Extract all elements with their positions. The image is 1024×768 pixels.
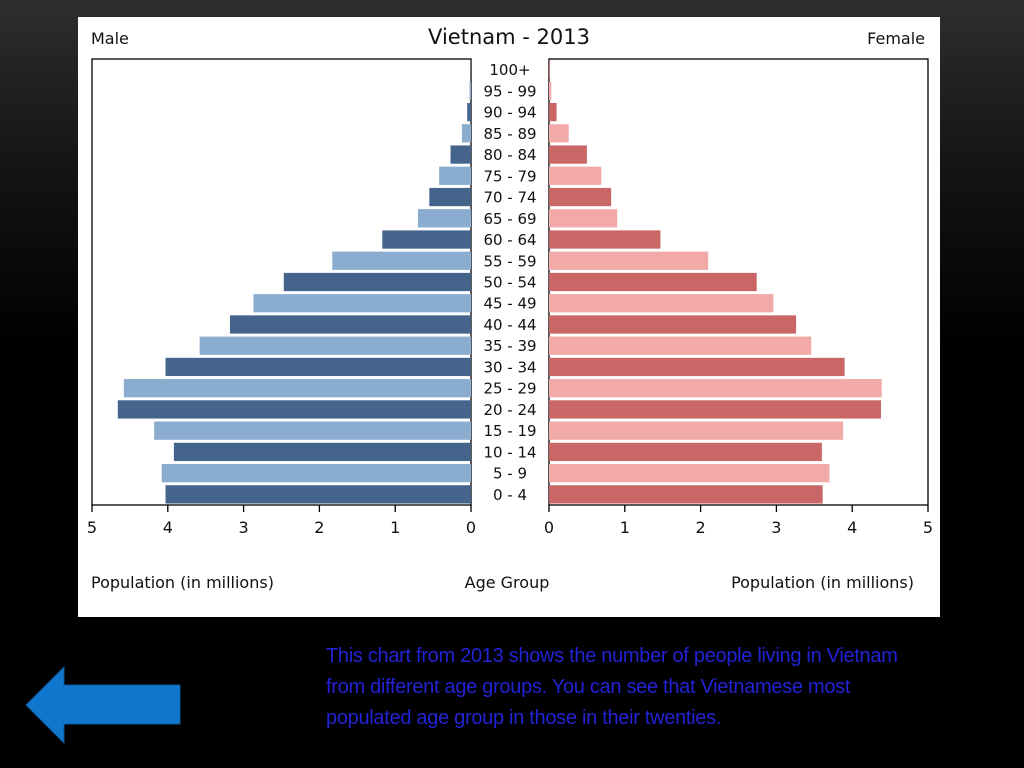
male-bar-6 — [429, 187, 471, 207]
age-labels-layer: 100+ 95 - 99 90 - 94 85 - 89 80 - 84 75 - 79 7… — [483, 61, 536, 504]
population-pyramid-chart: Male Vietnam - 2013 Female 100+ 95 - 99 90… — [87, 25, 933, 592]
age-group-label-15: 25 - 29 — [483, 380, 536, 398]
age-group-label-19: 5 - 9 — [493, 465, 527, 483]
male-bar-4 — [450, 145, 471, 164]
male-bar-5 — [439, 166, 471, 185]
male-tick-label-2: 2 — [314, 518, 324, 537]
age-group-label-0: 100+ — [489, 61, 530, 79]
female-label: Female — [867, 29, 925, 48]
age-group-label-14: 30 - 34 — [483, 358, 536, 376]
male-bar-18 — [173, 442, 471, 462]
age-group-label-20: 0 - 4 — [493, 486, 527, 504]
female-bar-17 — [549, 421, 844, 440]
male-bar-7 — [417, 209, 471, 228]
age-group-label-13: 35 - 39 — [483, 337, 536, 355]
male-tick-label-5: 5 — [87, 518, 97, 537]
male-label: Male — [91, 29, 129, 48]
age-group-label-17: 15 - 19 — [483, 422, 536, 440]
age-group-label-18: 10 - 14 — [483, 443, 536, 461]
x-axis-label-left: Population (in millions) — [91, 573, 274, 592]
male-bar-10 — [283, 272, 471, 292]
x-axis-label-center: Age Group — [465, 573, 550, 592]
chart-title: Vietnam - 2013 — [428, 25, 590, 49]
male-bar-17 — [154, 421, 471, 440]
age-group-label-4: 80 - 84 — [483, 146, 536, 164]
female-bar-1 — [549, 81, 552, 100]
age-group-label-6: 70 - 74 — [483, 189, 536, 207]
female-tick-label-0: 0 — [544, 518, 554, 537]
chart-panel: Male Vietnam - 2013 Female 100+ 95 - 99 90… — [78, 17, 940, 617]
female-bar-5 — [549, 166, 602, 185]
age-group-label-2: 90 - 94 — [483, 104, 536, 122]
male-bar-15 — [123, 379, 471, 398]
age-group-label-10: 50 - 54 — [483, 274, 536, 292]
female-tick-label-1: 1 — [620, 518, 630, 537]
female-bar-8 — [549, 230, 661, 249]
age-group-label-9: 55 - 59 — [483, 252, 536, 270]
male-bar-16 — [117, 400, 471, 419]
female-bar-7 — [549, 209, 618, 228]
male-bar-9 — [332, 251, 471, 270]
female-bar-0 — [549, 60, 550, 79]
female-bar-14 — [549, 357, 845, 377]
female-bar-18 — [549, 442, 822, 462]
x-axis-label-right: Population (in millions) — [731, 573, 914, 592]
age-group-label-1: 95 - 99 — [483, 82, 536, 100]
female-bar-9 — [549, 251, 709, 270]
age-group-label-12: 40 - 44 — [483, 316, 536, 334]
female-bar-15 — [549, 379, 882, 398]
female-bar-19 — [549, 464, 830, 483]
bars-layer — [117, 60, 882, 504]
male-bar-20 — [165, 485, 471, 504]
female-bar-12 — [549, 315, 797, 334]
ticks-layer: 0 0 1 1 2 2 3 3 4 4 5 5 — [87, 505, 933, 537]
male-bar-1 — [469, 81, 471, 100]
age-group-label-11: 45 - 49 — [483, 295, 536, 313]
male-tick-label-1: 1 — [390, 518, 400, 537]
male-bar-3 — [461, 124, 471, 143]
female-bar-11 — [549, 294, 774, 313]
female-bar-6 — [549, 187, 612, 207]
male-bar-2 — [467, 102, 471, 122]
male-bar-11 — [253, 294, 471, 313]
male-bar-19 — [161, 464, 471, 483]
female-bar-2 — [549, 102, 557, 122]
female-bar-4 — [549, 145, 587, 164]
age-group-label-5: 75 - 79 — [483, 167, 536, 185]
age-group-label-7: 65 - 69 — [483, 210, 536, 228]
male-bar-14 — [165, 357, 471, 377]
male-bar-13 — [199, 336, 472, 355]
male-bar-8 — [382, 230, 471, 249]
female-tick-label-4: 4 — [847, 518, 857, 537]
back-button[interactable] — [24, 664, 184, 746]
age-group-label-16: 20 - 24 — [483, 401, 536, 419]
male-tick-label-0: 0 — [466, 518, 476, 537]
female-tick-label-5: 5 — [923, 518, 933, 537]
left-arrow-icon[interactable] — [25, 665, 181, 745]
male-tick-label-4: 4 — [163, 518, 173, 537]
male-bar-12 — [229, 315, 471, 334]
caption-text: This chart from 2013 shows the number of… — [326, 645, 898, 729]
age-group-label-3: 85 - 89 — [483, 125, 536, 143]
age-group-label-8: 60 - 64 — [483, 231, 536, 249]
female-bar-20 — [549, 485, 823, 504]
female-bar-10 — [549, 272, 757, 292]
female-tick-label-2: 2 — [696, 518, 706, 537]
female-bar-13 — [549, 336, 812, 355]
female-bar-16 — [549, 400, 882, 419]
male-tick-label-3: 3 — [239, 518, 249, 537]
female-bar-3 — [549, 124, 569, 143]
female-tick-label-3: 3 — [771, 518, 781, 537]
